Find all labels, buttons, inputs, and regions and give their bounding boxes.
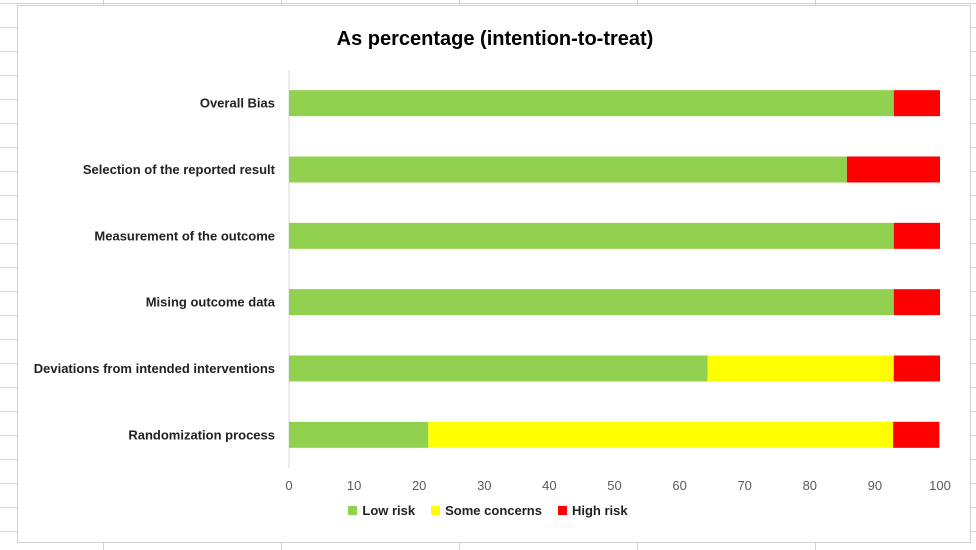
legend-item-some-concerns[interactable]: Some concerns bbox=[431, 503, 542, 518]
legend-swatch bbox=[431, 506, 441, 515]
bar-segment-low-risk[interactable] bbox=[289, 289, 894, 316]
bar-segment-high-risk[interactable] bbox=[893, 355, 940, 382]
category-label: Selection of the reported result bbox=[83, 162, 276, 177]
x-tick-label: 70 bbox=[737, 478, 751, 493]
x-tick-label: 0 bbox=[285, 478, 292, 493]
x-tick-label: 10 bbox=[347, 478, 361, 493]
category-label: Randomization process bbox=[128, 427, 275, 442]
bar-segment-high-risk[interactable] bbox=[893, 90, 940, 117]
legend-item-high-risk[interactable]: High risk bbox=[557, 503, 628, 518]
chart-legend: Low risk Some concerns High risk bbox=[0, 503, 976, 518]
x-tick-label: 20 bbox=[412, 478, 426, 493]
legend-swatch bbox=[348, 506, 358, 515]
x-tick-label: 50 bbox=[607, 478, 621, 493]
bar-segment-low-risk[interactable] bbox=[289, 222, 894, 249]
legend-item-low-risk[interactable]: Low risk bbox=[348, 503, 415, 518]
bar-segment-some-concerns[interactable] bbox=[428, 421, 894, 448]
bar-segment-high-risk[interactable] bbox=[893, 222, 940, 249]
category-label: Measurement of the outcome bbox=[94, 228, 275, 243]
bar-segment-high-risk[interactable] bbox=[846, 156, 940, 183]
chart-plot: Overall Bias Selection of the reported re… bbox=[34, 70, 951, 493]
legend-label: High risk bbox=[571, 503, 628, 518]
chart-area[interactable]: Overall Bias Selection of the reported re… bbox=[17, 5, 971, 543]
legend-swatch bbox=[557, 506, 567, 515]
x-tick-label: 40 bbox=[542, 478, 556, 493]
bar-segment-low-risk[interactable] bbox=[289, 355, 708, 382]
x-tick-label: 80 bbox=[803, 478, 817, 493]
x-tick-label: 60 bbox=[672, 478, 686, 493]
x-tick-label: 30 bbox=[477, 478, 491, 493]
bar-segment-high-risk[interactable] bbox=[893, 289, 940, 316]
x-tick-label: 100 bbox=[929, 478, 951, 493]
bar-segment-some-concerns[interactable] bbox=[707, 355, 894, 382]
category-label: Deviations from intended interventions bbox=[34, 361, 275, 376]
bar-segment-high-risk[interactable] bbox=[893, 421, 940, 448]
bar-segment-low-risk[interactable] bbox=[289, 421, 429, 448]
legend-label: Some concerns bbox=[445, 503, 542, 518]
legend-label: Low risk bbox=[362, 503, 416, 518]
chart-title: As percentage (intention-to-treat) bbox=[336, 28, 654, 50]
category-label: Mising outcome data bbox=[146, 295, 276, 310]
bar-segment-low-risk[interactable] bbox=[289, 156, 847, 183]
bar-segment-low-risk[interactable] bbox=[289, 90, 894, 117]
x-tick-label: 90 bbox=[868, 478, 882, 493]
category-label: Overall Bias bbox=[200, 96, 275, 111]
